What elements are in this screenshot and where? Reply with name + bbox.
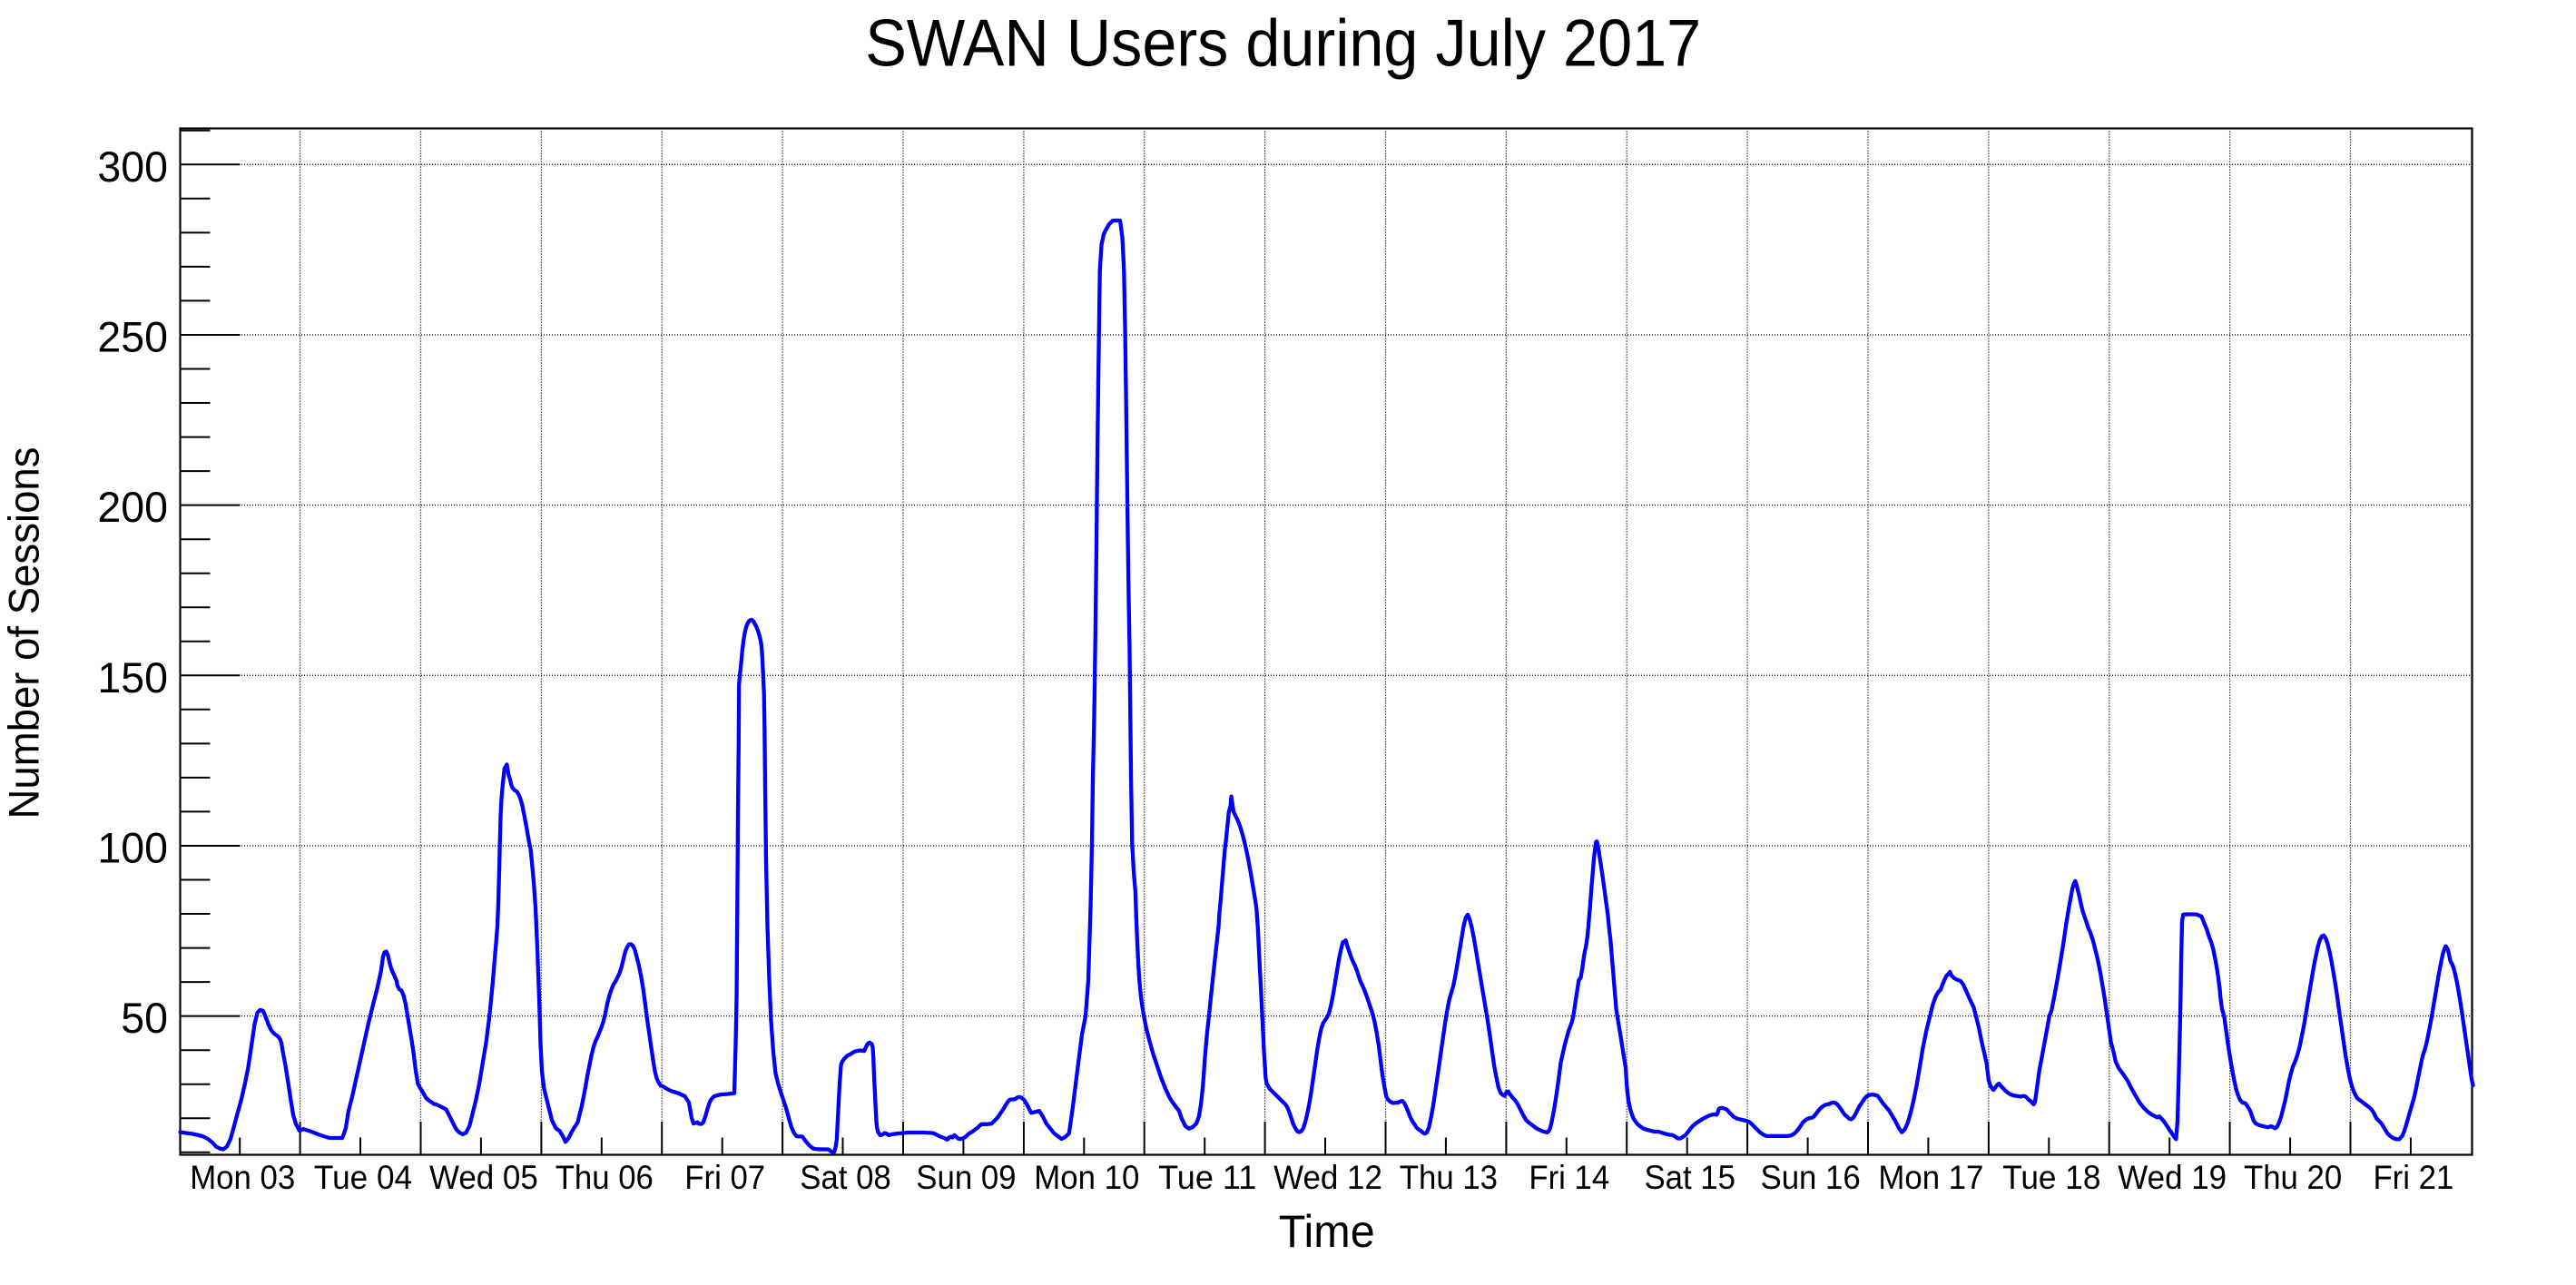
svg-text:Thu 13: Thu 13 bbox=[1400, 1159, 1498, 1196]
svg-text:Mon 17: Mon 17 bbox=[1878, 1159, 1983, 1196]
svg-text:Fri 21: Fri 21 bbox=[2373, 1159, 2453, 1196]
svg-text:Wed 12: Wed 12 bbox=[1273, 1159, 1382, 1196]
svg-text:Tue 18: Tue 18 bbox=[2002, 1159, 2100, 1196]
svg-text:Tue 11: Tue 11 bbox=[1158, 1159, 1256, 1196]
svg-text:Sat 08: Sat 08 bbox=[800, 1159, 891, 1196]
svg-text:Sat 15: Sat 15 bbox=[1644, 1159, 1735, 1196]
svg-text:Number of Sessions: Number of Sessions bbox=[0, 447, 48, 819]
svg-text:Thu 06: Thu 06 bbox=[556, 1159, 654, 1196]
svg-text:Tue 04: Tue 04 bbox=[314, 1159, 412, 1196]
svg-text:Wed 05: Wed 05 bbox=[429, 1159, 538, 1196]
svg-text:50: 50 bbox=[121, 995, 168, 1043]
svg-text:Thu 20: Thu 20 bbox=[2244, 1159, 2342, 1196]
svg-text:250: 250 bbox=[97, 314, 168, 362]
svg-text:Fri 07: Fri 07 bbox=[684, 1159, 765, 1196]
svg-text:300: 300 bbox=[97, 143, 168, 191]
svg-text:Fri 14: Fri 14 bbox=[1529, 1159, 1609, 1196]
svg-text:Wed 19: Wed 19 bbox=[2118, 1159, 2227, 1196]
svg-text:Mon 10: Mon 10 bbox=[1034, 1159, 1139, 1196]
svg-text:SWAN Users during July 2017: SWAN Users during July 2017 bbox=[865, 7, 1701, 81]
svg-text:100: 100 bbox=[97, 825, 168, 873]
svg-text:Mon 03: Mon 03 bbox=[190, 1159, 295, 1196]
svg-text:Sun 09: Sun 09 bbox=[916, 1159, 1016, 1196]
svg-text:Time: Time bbox=[1279, 1206, 1375, 1257]
svg-text:200: 200 bbox=[97, 484, 168, 532]
svg-text:150: 150 bbox=[97, 654, 168, 702]
svg-text:Sun 16: Sun 16 bbox=[1761, 1159, 1861, 1196]
